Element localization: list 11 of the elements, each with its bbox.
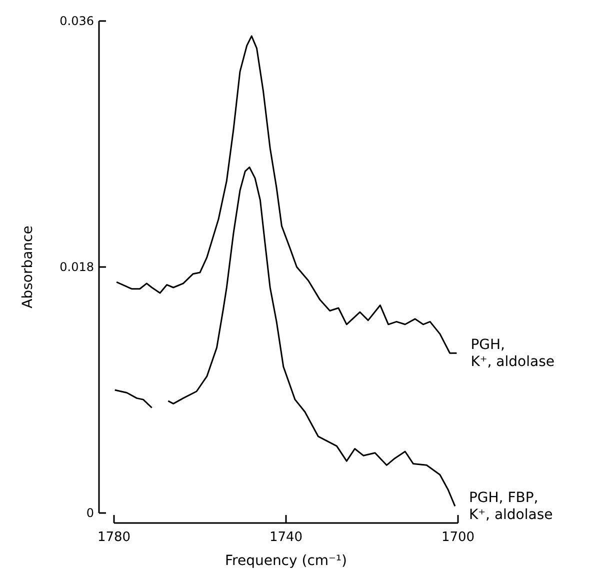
- y-axis-title: Absorbance: [20, 226, 36, 308]
- x-axis-title: Frequency (cm⁻¹): [224, 553, 348, 569]
- y-tick-label: 0.036: [60, 14, 94, 28]
- x-tick-label: 1700: [441, 530, 475, 545]
- x-tick-label: 1780: [97, 530, 131, 545]
- y-tick-label: 0.018: [60, 260, 94, 274]
- line-series: [116, 35, 458, 354]
- y-tick-label: 0: [86, 506, 94, 520]
- series-label: PGH, K⁺, aldolase: [470, 337, 554, 370]
- x-tick-label: 1740: [269, 530, 303, 545]
- series-label: PGH, FBP, K⁺, aldolase: [468, 490, 553, 524]
